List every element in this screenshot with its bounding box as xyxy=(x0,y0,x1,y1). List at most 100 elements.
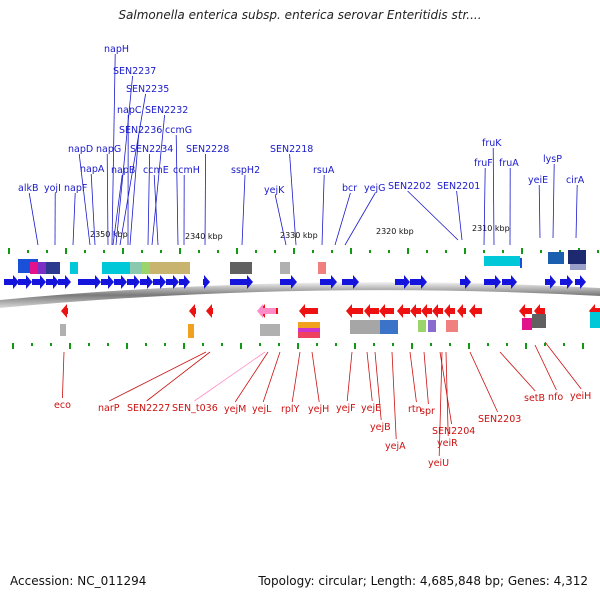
leader-line-bottom xyxy=(262,351,281,403)
forward-gene-arrow xyxy=(153,275,166,289)
leader-line-bottom xyxy=(146,351,211,402)
feature-block xyxy=(280,262,290,274)
forward-gene-arrow xyxy=(280,275,297,289)
gene-label-top: SEN2232 xyxy=(145,105,188,116)
leader-line-top xyxy=(241,174,246,246)
bottom-tick-mark xyxy=(12,343,14,349)
gene-label-top: napB xyxy=(111,165,135,176)
reverse-gene-arrow xyxy=(61,304,68,318)
forward-gene-arrow xyxy=(32,275,46,289)
reverse-gene-arrow xyxy=(410,304,421,318)
reverse-gene-arrow xyxy=(519,304,532,318)
leader-line-bottom xyxy=(534,344,557,391)
leader-line-top xyxy=(456,190,463,241)
gene-label-top: fruF xyxy=(474,158,493,169)
gene-label-bottom: spr xyxy=(420,406,435,417)
forward-gene-arrow xyxy=(140,275,153,289)
reverse-gene-arrow xyxy=(432,304,443,318)
reverse-gene-arrow xyxy=(421,304,432,318)
gene-label-top: bcr xyxy=(342,183,357,194)
feature-block xyxy=(484,256,520,266)
feature-block xyxy=(38,262,46,274)
leader-line-top xyxy=(575,184,578,239)
top-tick-mark xyxy=(559,250,561,253)
bottom-tick-mark xyxy=(50,343,52,346)
top-tick-mark xyxy=(46,250,48,253)
gene-label-top: cirA xyxy=(566,175,585,186)
feature-block xyxy=(298,322,320,328)
leader-line-bottom xyxy=(366,351,373,402)
gene-label-top: SEN2228 xyxy=(186,144,229,155)
gene-label-bottom: SEN2204 xyxy=(432,426,475,437)
leader-line-top xyxy=(119,93,146,246)
bottom-tick-mark xyxy=(259,343,261,346)
forward-gene-arrow xyxy=(410,275,427,289)
leader-line-bottom xyxy=(391,351,397,440)
leader-line-top xyxy=(111,53,116,246)
forward-gene-arrow xyxy=(320,275,337,289)
gene-label-top: yeiE xyxy=(528,175,548,186)
top-tick-mark xyxy=(274,250,276,253)
feature-block xyxy=(522,318,532,330)
top-tick-mark xyxy=(445,250,447,253)
bottom-tick-mark xyxy=(126,343,128,349)
leader-line-bottom xyxy=(234,351,269,403)
gene-label-bottom: yeiU xyxy=(428,458,449,469)
leader-line-top xyxy=(274,194,287,246)
feature-block xyxy=(418,320,426,332)
bottom-tick-mark xyxy=(392,343,394,346)
gene-label-top: SEN2201 xyxy=(437,181,480,192)
tick-label: 2310 kbp xyxy=(472,224,510,233)
top-tick-mark xyxy=(407,248,409,254)
bottom-tick-mark xyxy=(525,343,527,349)
gene-label-top: ccmE xyxy=(143,165,169,176)
top-tick-mark xyxy=(331,250,333,253)
forward-gene-arrow xyxy=(18,275,32,289)
top-tick-mark xyxy=(312,250,314,253)
leader-line-top xyxy=(151,114,165,246)
bottom-tick-mark xyxy=(31,343,33,346)
forward-gene-arrow xyxy=(179,275,190,289)
gene-label-top: SEN2202 xyxy=(388,181,431,192)
bottom-tick-mark xyxy=(411,343,413,349)
bottom-tick-mark xyxy=(202,343,204,346)
gene-label-top: sspH2 xyxy=(231,165,260,176)
bottom-tick-mark xyxy=(297,343,299,349)
gene-label-bottom: yejA xyxy=(385,441,406,452)
leader-line-top xyxy=(28,192,39,246)
reverse-gene-arrow xyxy=(379,304,394,318)
gene-label-top: fruA xyxy=(499,158,519,169)
feature-block xyxy=(532,314,546,328)
gene-label-bottom: yejF xyxy=(336,403,356,414)
top-tick-mark xyxy=(27,250,29,253)
gene-label-top: yejG xyxy=(364,183,385,194)
leader-line-top xyxy=(407,190,459,241)
feature-block xyxy=(570,264,586,270)
forward-gene-arrow xyxy=(114,275,127,289)
top-tick-mark xyxy=(217,250,219,253)
pseudo-gene-arrow xyxy=(257,304,276,318)
forward-gene-arrow xyxy=(460,275,471,289)
forward-gene-arrow xyxy=(484,275,501,289)
forward-gene-arrow xyxy=(101,275,114,289)
leader-line-bottom xyxy=(544,341,582,390)
leader-line-bottom xyxy=(445,351,449,437)
top-tick-mark xyxy=(350,248,352,254)
tick-label: 2320 kbp xyxy=(376,227,414,236)
top-tick-mark xyxy=(483,250,485,253)
gene-label-top: napH xyxy=(104,44,129,55)
leader-line-bottom xyxy=(194,351,266,402)
feature-block xyxy=(130,262,142,274)
feature-block xyxy=(548,252,564,264)
reverse-gene-arrow xyxy=(444,304,455,318)
gene-label-bottom: rtn xyxy=(408,404,422,415)
top-tick-mark xyxy=(198,250,200,253)
gene-label-top: lysP xyxy=(543,154,562,165)
map-title: Salmonella enterica subsp. enterica sero… xyxy=(118,8,482,22)
tick-label: 2350 kbp xyxy=(90,230,128,239)
gene-label-bottom: yejH xyxy=(308,404,329,415)
bottom-tick-mark xyxy=(335,343,337,346)
top-tick-mark xyxy=(179,248,181,254)
feature-block xyxy=(46,262,60,274)
